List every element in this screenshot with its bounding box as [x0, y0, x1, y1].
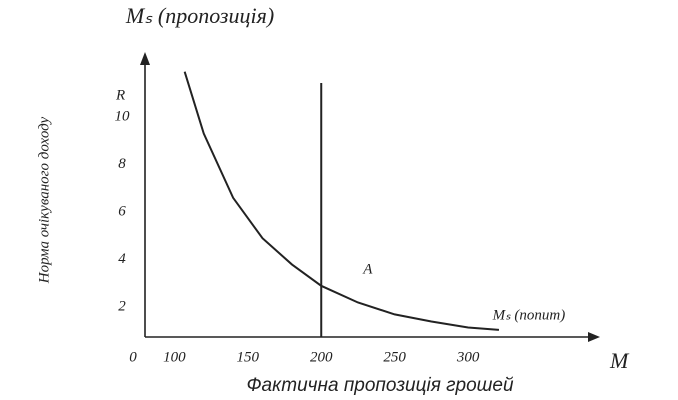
y-tick-label: 6	[118, 204, 126, 220]
y-tick-label: 4	[118, 251, 126, 267]
y-axis-title: Норма очікуваного доходу	[36, 116, 52, 284]
supply-label: Mₛ (пропозиція)	[125, 3, 274, 28]
x-tick-label: 100	[163, 349, 186, 365]
x-tick-label: 250	[383, 349, 406, 365]
y-tick-label: 2	[118, 299, 126, 315]
demand-curve	[183, 71, 500, 331]
x-axis-title: Фактична пропозиція грошей	[246, 375, 514, 396]
x-arrow	[588, 332, 600, 342]
origin-label: 0	[129, 349, 137, 365]
x-tick-label: 150	[237, 349, 260, 365]
legend-label: Mₛ (попит)	[492, 307, 566, 323]
y-end-label: R	[115, 87, 125, 103]
y-tick-label: 10	[115, 108, 131, 124]
point-label: A	[362, 261, 373, 277]
x-end-label: M	[609, 348, 630, 373]
y-arrow	[140, 52, 150, 65]
x-tick-label: 200	[310, 349, 333, 365]
y-tick-label: 8	[118, 156, 126, 172]
x-tick-label: 300	[456, 349, 480, 365]
